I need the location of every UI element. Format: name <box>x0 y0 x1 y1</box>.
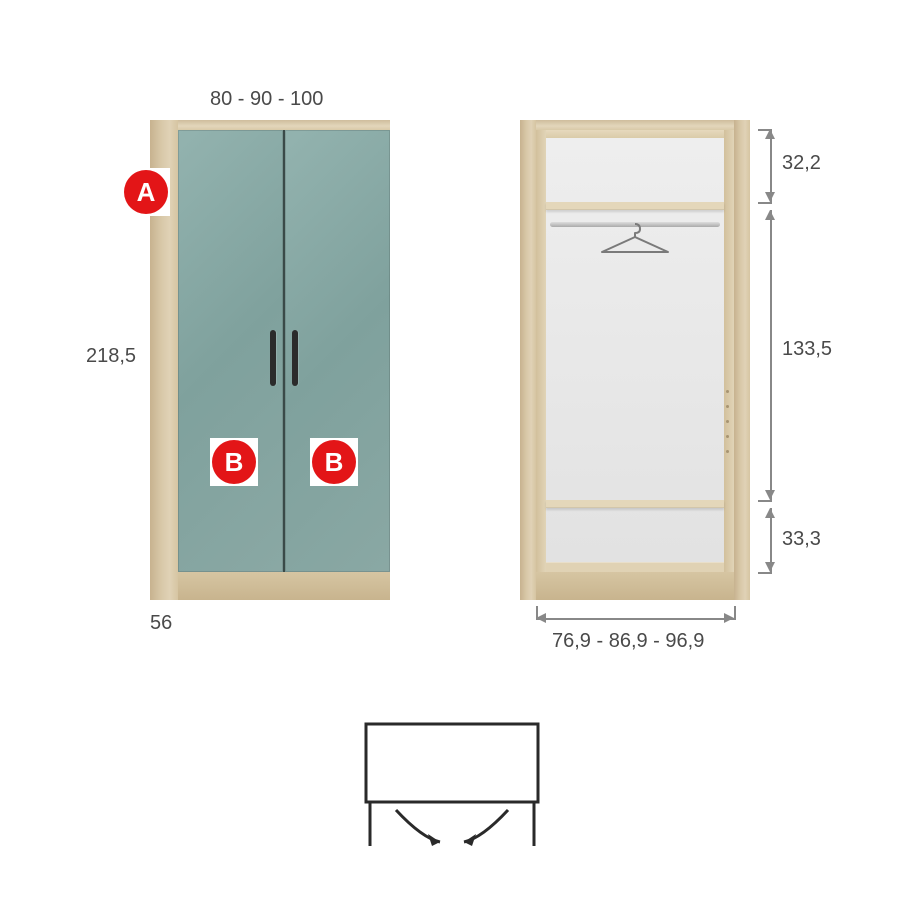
badge-b-right: B <box>312 440 356 484</box>
dim-line-width <box>536 618 734 620</box>
badge-b-left-label: B <box>225 447 244 478</box>
dim-inner-width: 76,9 - 86,9 - 96,9 <box>552 630 704 653</box>
hanger-icon <box>596 222 674 256</box>
open-bottom-board <box>546 562 724 572</box>
peg-hole <box>726 405 729 408</box>
plan-view <box>362 720 542 850</box>
arrow-down-icon <box>765 562 775 572</box>
open-top-panel <box>536 120 734 130</box>
badge-a: A <box>124 170 168 214</box>
dim-cap <box>758 500 772 502</box>
arrow-left-icon <box>536 613 546 623</box>
peg-hole <box>726 450 729 453</box>
open-inner-top <box>546 130 724 138</box>
open-shelf-top <box>546 202 724 210</box>
arrow-down-icon <box>765 192 775 202</box>
dim-inner-mid: 133,5 <box>782 338 832 361</box>
peg-hole <box>726 420 729 423</box>
closed-door-right <box>285 130 390 572</box>
open-side-left <box>520 120 536 600</box>
badge-b-left: B <box>212 440 256 484</box>
peg-hole <box>726 435 729 438</box>
open-plinth <box>536 572 734 600</box>
wardrobe-open <box>520 120 750 600</box>
open-inner-right <box>724 130 734 572</box>
closed-top-panel <box>178 120 390 130</box>
badge-a-label: A <box>137 177 156 208</box>
dim-cap <box>734 606 736 620</box>
arrow-right-icon <box>724 613 734 623</box>
dim-inner-bot: 33,3 <box>782 528 821 551</box>
open-side-right <box>734 120 750 600</box>
closed-plinth <box>178 572 390 600</box>
closed-handle-left <box>270 330 276 386</box>
badge-a-wrap: A <box>122 168 170 216</box>
dim-cap <box>758 202 772 204</box>
dim-width-options: 80 - 90 - 100 <box>210 88 323 111</box>
dim-line-mid <box>770 210 772 500</box>
dim-cap <box>758 572 772 574</box>
closed-door-left <box>178 130 283 572</box>
open-inner-left <box>536 130 546 572</box>
peg-hole <box>726 390 729 393</box>
dim-depth: 56 <box>150 612 172 635</box>
open-shelf-bottom <box>546 500 724 508</box>
wardrobe-closed <box>150 120 390 600</box>
closed-handle-right <box>292 330 298 386</box>
badge-b-right-label: B <box>325 447 344 478</box>
badge-b-left-wrap: B <box>210 438 258 486</box>
dim-inner-top: 32,2 <box>782 152 821 175</box>
arrow-down-icon <box>765 490 775 500</box>
dim-height-total: 218,5 <box>86 345 136 368</box>
arrow-up-icon <box>765 508 775 518</box>
open-cavity <box>536 130 734 572</box>
diagram-stage: 80 - 90 - 100 218,5 56 A B B <box>0 0 903 903</box>
arrow-up-icon <box>765 210 775 220</box>
badge-b-right-wrap: B <box>310 438 358 486</box>
arrow-up-icon <box>765 129 775 139</box>
